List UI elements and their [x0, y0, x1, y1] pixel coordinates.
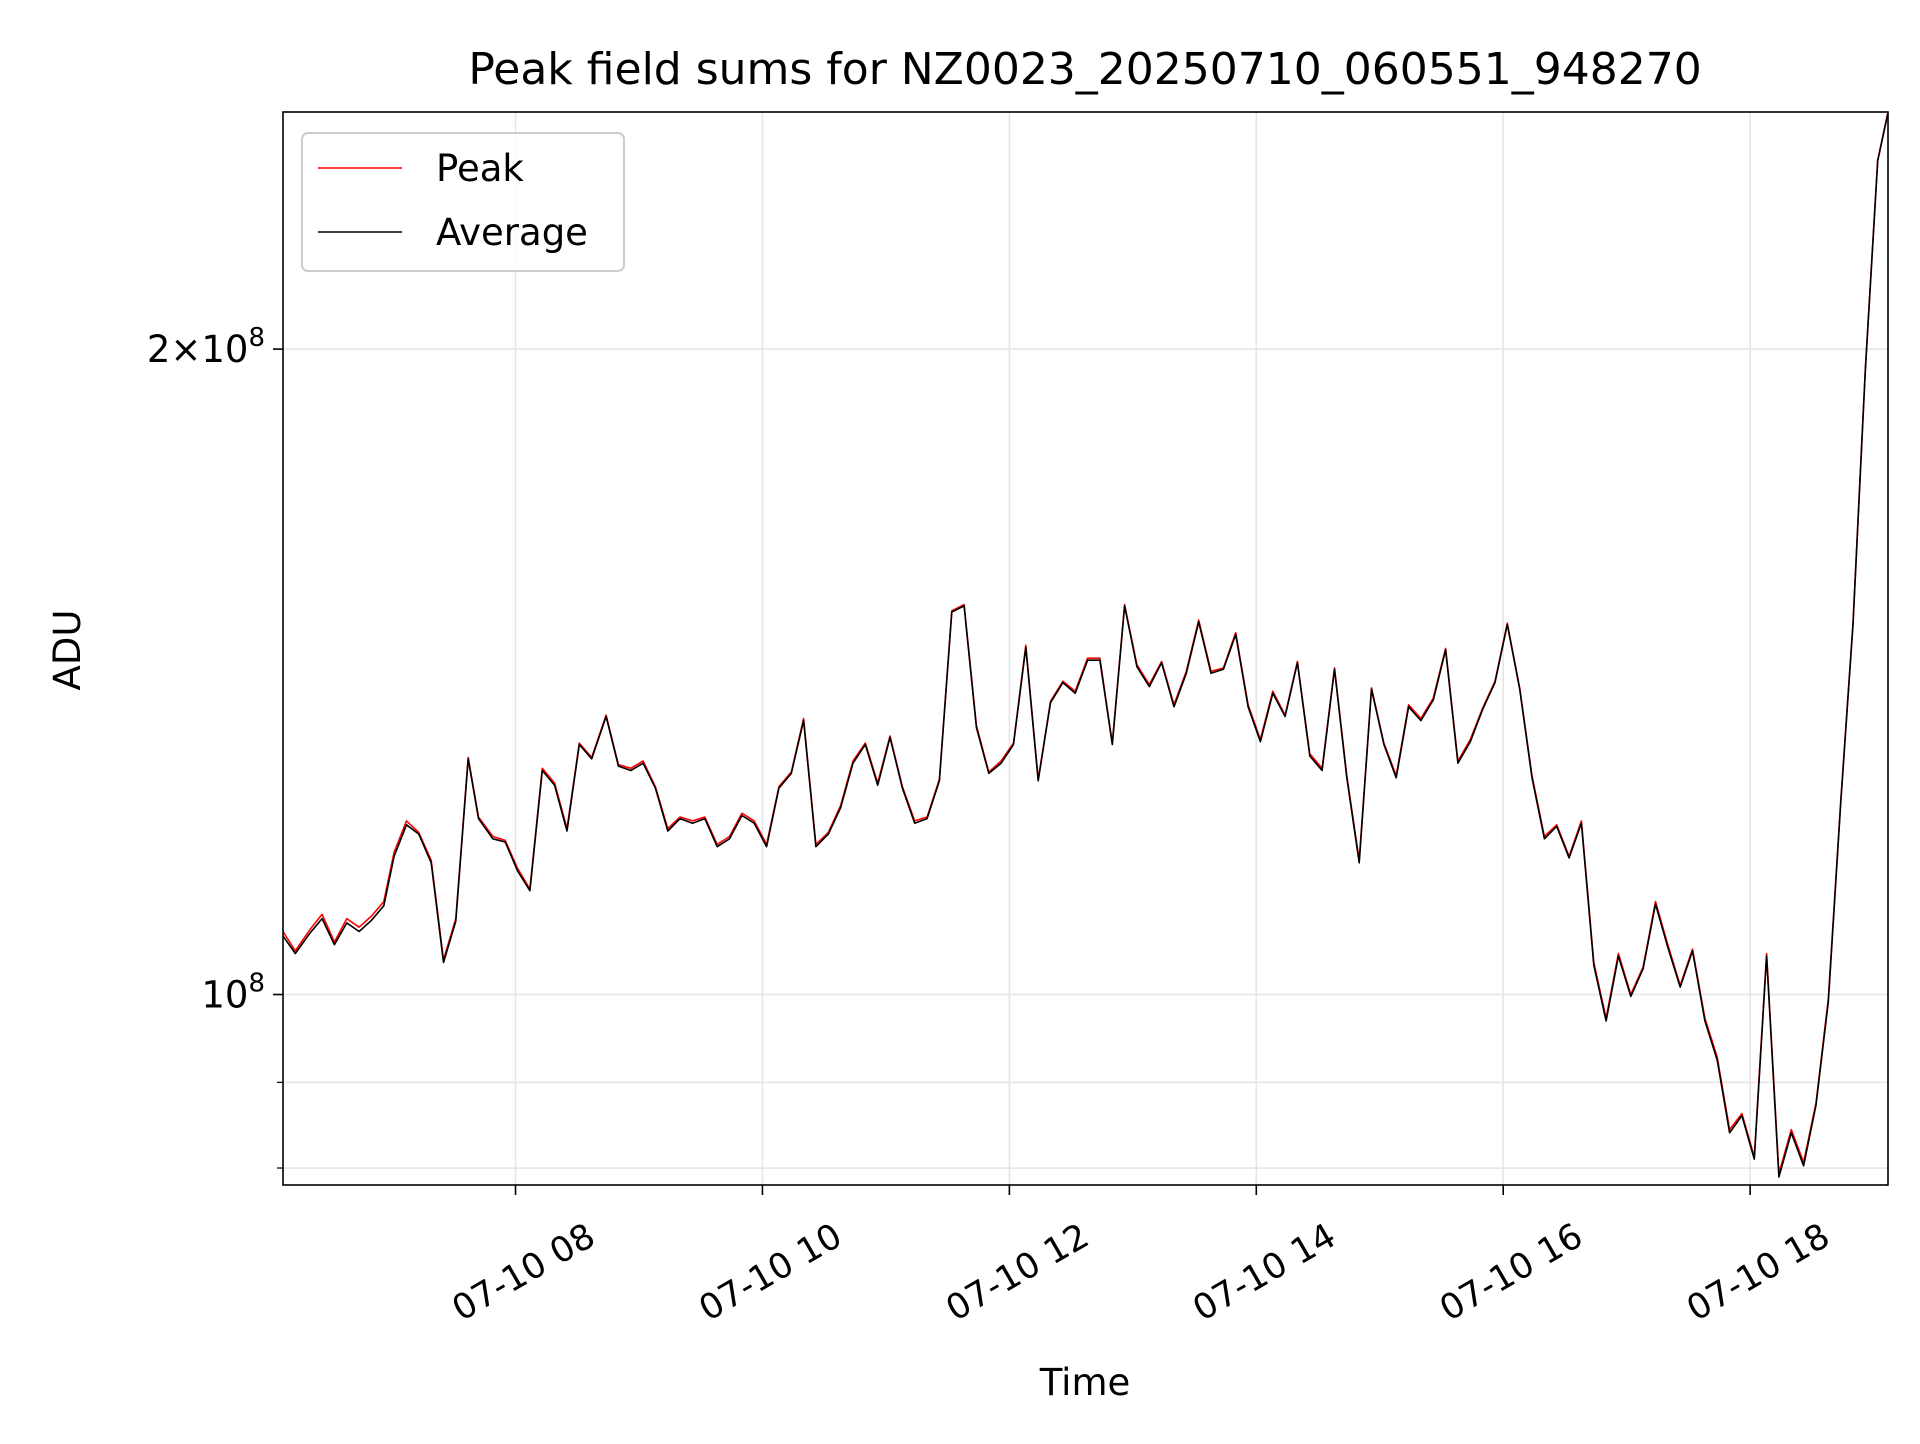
legend: Peak Average	[301, 132, 625, 272]
series-line-average	[282, 112, 1889, 1178]
chart-title: Peak field sums for NZ0023_20250710_0605…	[468, 44, 1701, 95]
y-tick-exponent: 8	[248, 969, 265, 999]
y-tick-label: 108	[201, 969, 265, 1017]
legend-label-peak: Peak	[436, 147, 524, 190]
legend-label-average: Average	[436, 211, 588, 254]
y-tick-exponent: 8	[248, 323, 265, 353]
plot-area	[283, 112, 1888, 1185]
series-layer	[282, 111, 1889, 1178]
y-tick-base: 2×10	[147, 328, 249, 371]
x-axis-label: Time	[1039, 1361, 1131, 1404]
y-tick-label: 2×108	[147, 323, 265, 371]
y-tick-base: 10	[201, 974, 248, 1017]
y-axis-label: ADU	[46, 610, 89, 691]
grid-layer	[283, 112, 1888, 1185]
axes-frame	[282, 111, 1889, 1186]
